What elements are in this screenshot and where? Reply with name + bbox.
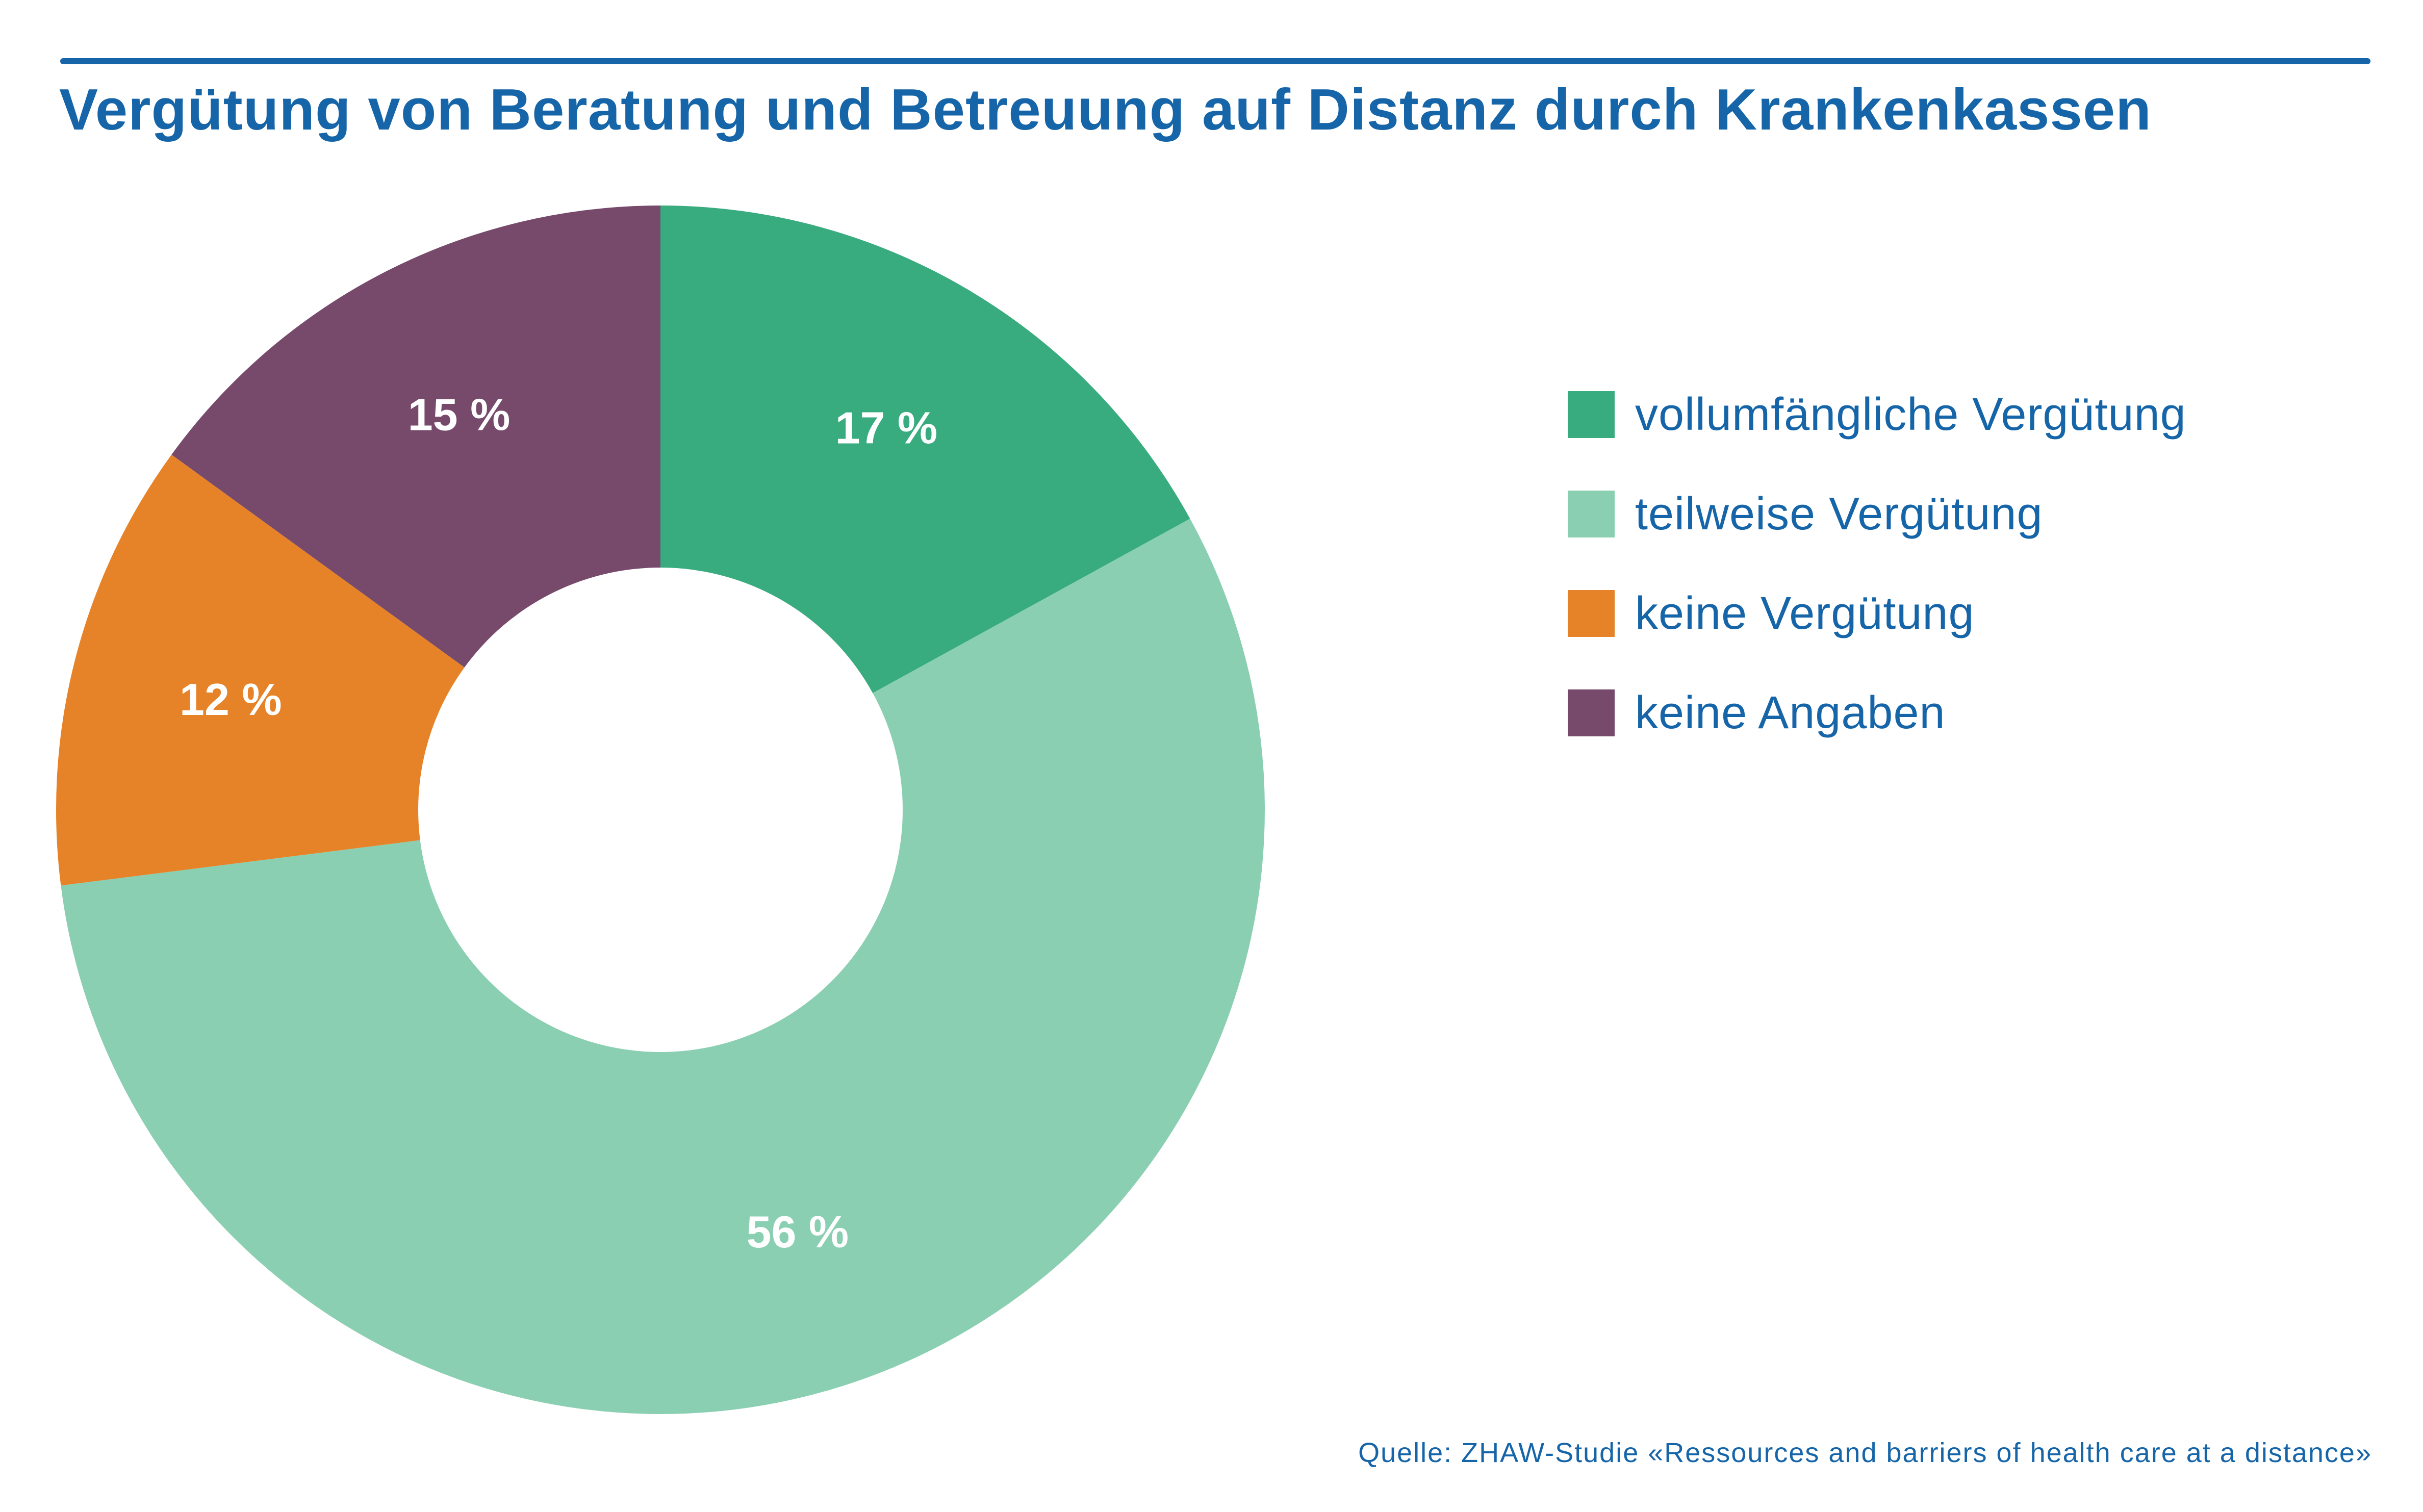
donut-slice-2 <box>61 519 1265 1415</box>
legend-swatch <box>1568 689 1615 736</box>
legend-item-keine-angaben: keine Angaben <box>1568 687 2186 738</box>
source-note: Quelle: ZHAW-Studie «Ressources and barr… <box>1358 1438 2372 1468</box>
legend-label: keine Angaben <box>1635 687 1946 738</box>
legend-item-teilweise-verguetung: teilweise Vergütung <box>1568 488 2186 540</box>
top-rule <box>60 58 2370 64</box>
legend-label: teilweise Vergütung <box>1635 488 2043 540</box>
donut-slice-3 <box>56 454 465 886</box>
legend-swatch <box>1568 590 1615 637</box>
legend-swatch <box>1568 391 1615 438</box>
legend: vollumfängliche Vergütung teilweise Verg… <box>1568 389 2186 788</box>
legend-swatch <box>1568 491 1615 537</box>
slice-value-label: 15 % <box>408 389 511 440</box>
legend-label: vollumfängliche Vergütung <box>1635 389 2186 440</box>
slice-value-label: 56 % <box>747 1207 849 1257</box>
donut-slice-4 <box>171 206 661 668</box>
donut-slice-1 <box>660 206 1190 694</box>
slice-value-label: 12 % <box>180 674 282 725</box>
chart-title: Vergütung von Beratung und Betreuung auf… <box>59 78 2152 142</box>
slice-value-label: 17 % <box>835 403 938 453</box>
donut-chart: 17 % 56 % 12 % 15 % <box>56 206 1265 1415</box>
legend-item-keine-verguetung: keine Vergütung <box>1568 587 2186 639</box>
legend-item-vollumfaengliche-verguetung: vollumfängliche Vergütung <box>1568 389 2186 440</box>
legend-label: keine Vergütung <box>1635 587 1975 639</box>
